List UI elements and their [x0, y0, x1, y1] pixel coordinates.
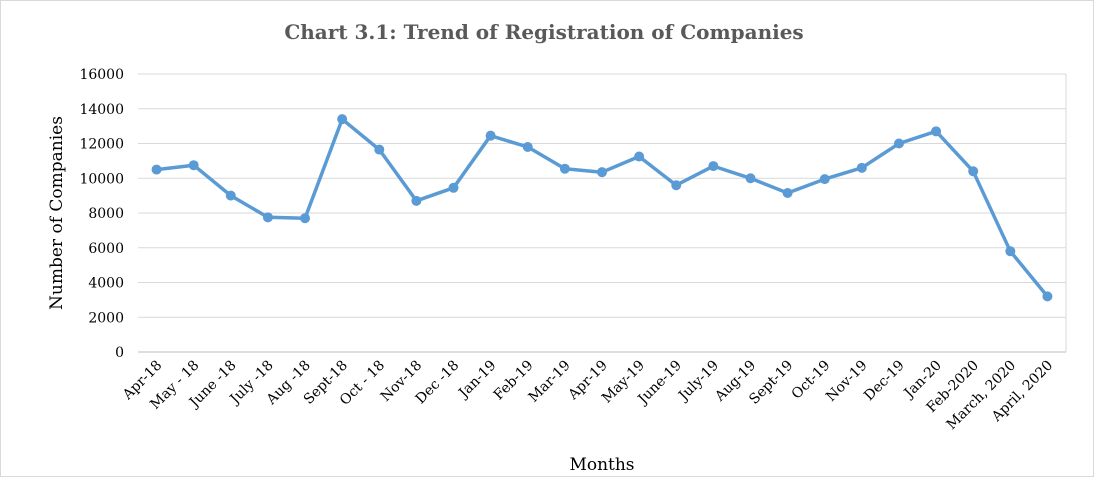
x-tick-label: Jan-19 — [455, 358, 500, 403]
data-point — [151, 164, 162, 175]
data-point — [559, 163, 570, 174]
data-point — [262, 212, 273, 223]
y-tick-label: 8000 — [88, 206, 124, 222]
data-point — [745, 173, 756, 184]
y-tick-label: 6000 — [88, 241, 124, 257]
y-tick-label: 2000 — [88, 310, 124, 326]
data-point — [300, 213, 311, 224]
data-point — [188, 160, 199, 171]
data-point — [782, 188, 793, 199]
y-axis-label: Number of Companies — [47, 116, 67, 310]
x-tick-label: Dec-19 — [861, 358, 908, 405]
data-points — [151, 114, 1053, 302]
data-point — [671, 180, 682, 191]
data-point — [1042, 291, 1053, 302]
y-axis-ticks: 0 2000 4000 6000 8000 10000 12000 14000 16000 — [79, 67, 124, 361]
y-tick-label: 10000 — [79, 171, 124, 187]
data-point — [337, 114, 348, 125]
series-line — [156, 117, 1049, 298]
x-tick-label: Mar-19 — [526, 358, 574, 406]
data-point — [225, 190, 236, 201]
x-tick-label: July-19 — [674, 358, 722, 406]
data-point — [968, 166, 979, 177]
data-point — [819, 174, 830, 185]
data-point — [708, 161, 719, 172]
x-tick-label: Nov-19 — [823, 358, 870, 405]
data-point — [374, 144, 385, 155]
y-tick-label: 16000 — [79, 67, 124, 83]
data-point — [893, 138, 904, 149]
y-tick-label: 14000 — [79, 102, 124, 118]
y-tick-label: 0 — [115, 345, 124, 361]
y-tick-label: 4000 — [88, 276, 124, 292]
data-point — [485, 130, 496, 141]
gridlines — [138, 73, 1067, 353]
data-point — [856, 162, 867, 173]
data-point — [448, 182, 459, 193]
data-point — [597, 167, 607, 178]
x-axis-label: Months — [569, 455, 634, 475]
chart-title: Chart 3.1: Trend of Registration of Comp… — [284, 20, 803, 44]
data-point — [411, 195, 422, 206]
data-point — [1005, 246, 1016, 257]
data-point — [522, 141, 533, 152]
data-point — [931, 126, 942, 137]
y-tick-label: 12000 — [79, 137, 124, 153]
data-point — [634, 151, 645, 162]
